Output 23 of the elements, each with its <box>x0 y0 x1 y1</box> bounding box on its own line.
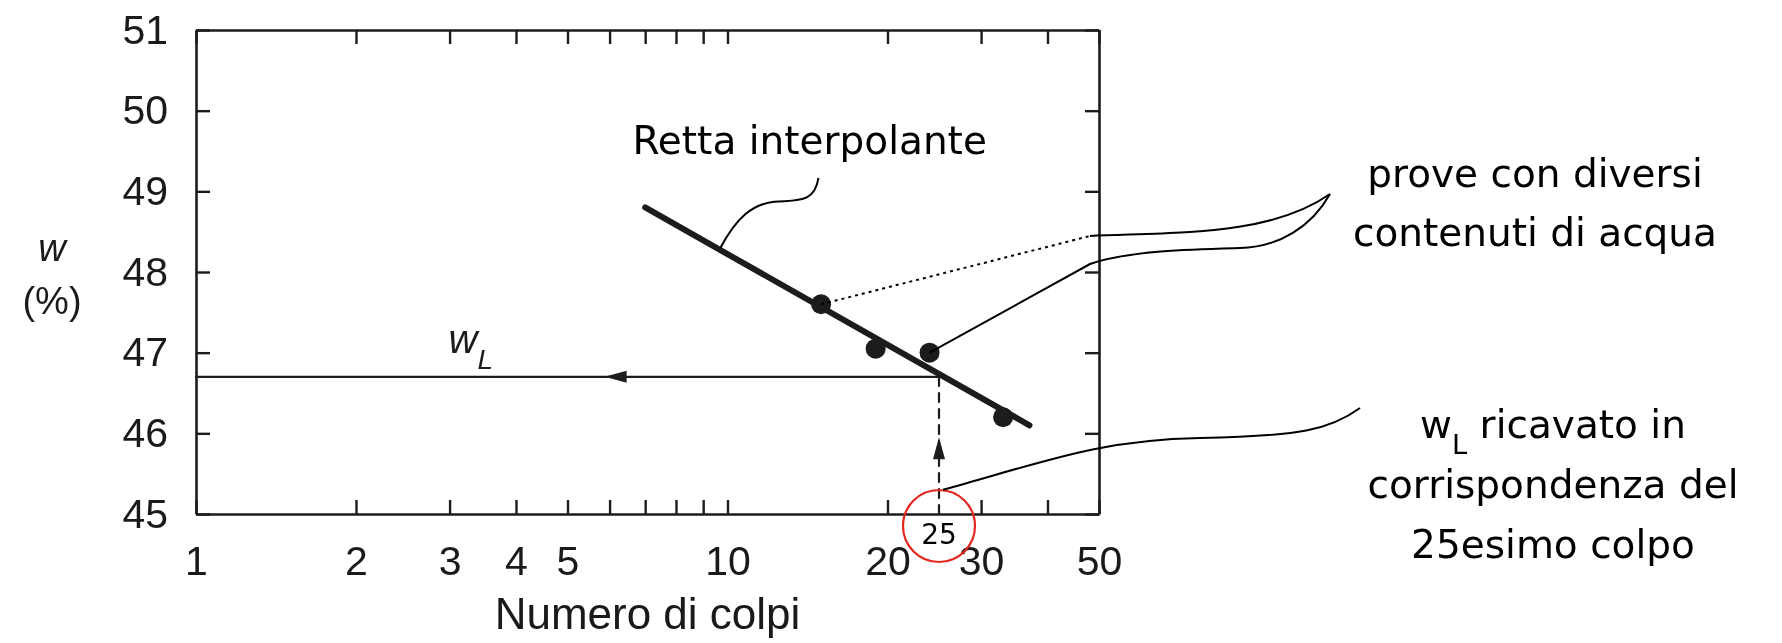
x-tick-label: 3 <box>438 538 462 585</box>
annotation: w$_{L}$ ricavato in corrispondenza del 25esimo colpo <box>1367 402 1739 567</box>
x-tick-label: 5 <box>556 538 580 585</box>
y-tick-label: 48 <box>122 248 168 295</box>
y-tick-label: 47 <box>122 329 168 376</box>
x-axis-title: Numero di colpi <box>494 589 801 638</box>
x-tick-label: 4 <box>505 538 528 585</box>
annotation: 25 <box>921 517 957 551</box>
annotation: Retta interpolante <box>632 117 987 163</box>
y-tick-label: 49 <box>122 167 168 214</box>
x-tick-label: 1 <box>185 538 208 585</box>
y-axis-title: w (%) <box>22 227 82 322</box>
y-tick-label: 46 <box>122 409 168 456</box>
y-tick-label: 50 <box>122 87 168 134</box>
x-tick-label: 20 <box>865 538 911 585</box>
x-tick-label: 30 <box>958 538 1005 585</box>
y-tick-label: 51 <box>122 6 168 53</box>
x-tick-label: 50 <box>1076 538 1123 585</box>
annotation: prove con diversi contenuti di acqua <box>1353 151 1717 255</box>
series-label: w$_{L}$ <box>448 316 494 375</box>
y-tick-label: 45 <box>122 490 168 537</box>
x-tick-label: 10 <box>705 538 751 585</box>
x-tick-label: 2 <box>345 538 368 585</box>
